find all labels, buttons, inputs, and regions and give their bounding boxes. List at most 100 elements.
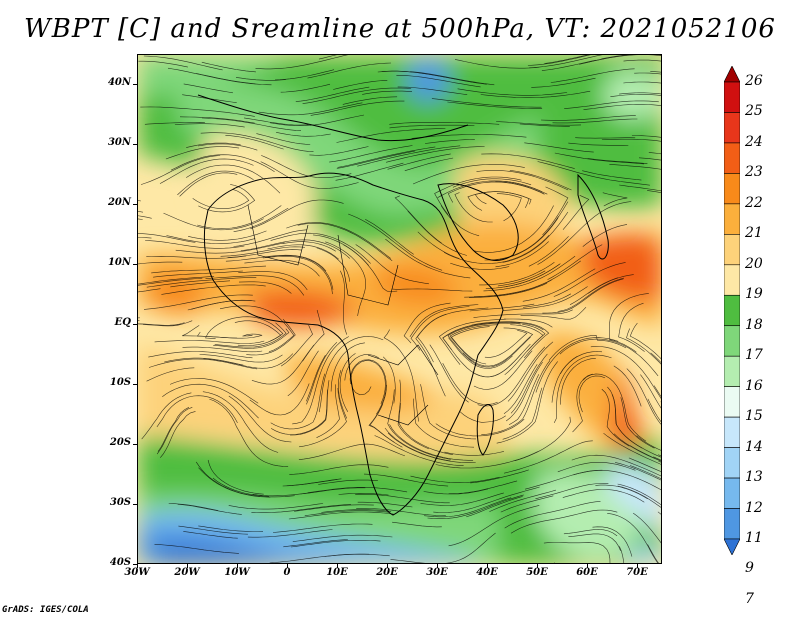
streamline <box>392 521 442 528</box>
streamline <box>138 276 215 285</box>
streamline <box>283 539 348 548</box>
streamline <box>500 495 554 513</box>
colorbar-label: 20 <box>745 255 763 272</box>
streamline <box>587 158 648 164</box>
streamline <box>617 485 661 508</box>
streamline <box>444 451 504 456</box>
streamline <box>270 373 326 430</box>
streamline <box>197 205 282 229</box>
colorbar-segment <box>724 294 740 327</box>
streamline <box>466 496 523 518</box>
streamline <box>174 123 245 128</box>
streamline <box>207 459 264 495</box>
colorbar-label: 23 <box>745 164 763 181</box>
lat-tick <box>133 504 137 505</box>
streamline <box>424 139 475 144</box>
streamline <box>201 117 302 131</box>
streamline <box>429 344 469 403</box>
streamline <box>462 327 534 367</box>
lon-tick-label: 50E <box>526 567 548 578</box>
lat-tick-label: 20N <box>107 197 131 208</box>
streamline <box>212 477 270 497</box>
colorbar-segment <box>724 355 740 387</box>
streamline <box>235 77 286 81</box>
streamline <box>601 55 661 60</box>
streamline <box>535 337 619 393</box>
streamline <box>234 320 282 346</box>
streamline <box>140 106 255 117</box>
streamline <box>297 222 393 262</box>
streamline <box>504 264 560 288</box>
streamline <box>527 55 591 66</box>
colorbar-segment <box>724 386 740 418</box>
streamline <box>310 100 405 116</box>
streamline <box>560 358 596 405</box>
streamline <box>295 86 370 102</box>
streamline <box>483 255 576 292</box>
colorbar-label: 26 <box>745 73 763 89</box>
streamline <box>448 337 513 369</box>
streamline <box>489 489 556 512</box>
streamline <box>509 170 572 191</box>
streamline <box>205 316 284 342</box>
streamline <box>313 234 369 266</box>
streamline <box>557 277 624 312</box>
streamline <box>160 411 196 458</box>
streamline <box>274 69 335 81</box>
streamline <box>613 365 642 407</box>
streamline <box>287 350 319 397</box>
streamline <box>540 115 636 121</box>
streamline <box>550 68 635 83</box>
streamline <box>410 306 470 351</box>
colorbar-segment <box>724 508 740 540</box>
streamline <box>282 241 336 252</box>
streamline <box>306 355 326 402</box>
streamline <box>220 246 305 257</box>
lon-tick-label: 10E <box>326 567 348 578</box>
streamline <box>407 210 467 256</box>
lon-tick <box>637 564 638 568</box>
streamline <box>607 386 643 449</box>
streamline <box>258 102 363 116</box>
streamline <box>196 73 256 85</box>
streamline <box>647 190 661 193</box>
streamline <box>387 432 476 464</box>
streamline <box>427 494 524 519</box>
streamline <box>369 403 395 443</box>
colorbar-label: 21 <box>745 225 763 242</box>
streamline <box>559 338 659 377</box>
streamline <box>503 364 538 414</box>
streamline <box>162 383 259 419</box>
lat-tick-label: 40S <box>109 557 131 568</box>
colorbar-segment <box>724 81 740 113</box>
streamline <box>201 61 256 73</box>
streamline <box>420 384 477 440</box>
streamline <box>161 284 266 295</box>
streamline <box>286 222 391 259</box>
streamlines <box>138 55 661 563</box>
streamline <box>633 512 661 544</box>
lat-tick <box>133 444 137 445</box>
streamline <box>481 360 551 435</box>
streamline <box>447 344 522 378</box>
streamline <box>413 398 475 448</box>
streamline <box>240 239 350 259</box>
streamline <box>564 100 659 109</box>
streamline <box>282 479 338 487</box>
streamline <box>166 235 256 244</box>
streamline <box>164 357 244 366</box>
streamline <box>502 211 569 263</box>
streamline <box>619 92 661 95</box>
streamline <box>165 146 240 160</box>
streamline <box>179 116 255 124</box>
streamline <box>468 336 531 368</box>
streamline <box>163 212 264 231</box>
streamline <box>552 118 638 124</box>
streamline <box>177 170 254 196</box>
colorbar-label: 12 <box>745 499 763 516</box>
lat-tick <box>133 84 137 85</box>
streamline <box>531 77 596 88</box>
lat-tick <box>133 324 137 325</box>
streamline <box>562 489 645 503</box>
streamline <box>415 313 447 397</box>
